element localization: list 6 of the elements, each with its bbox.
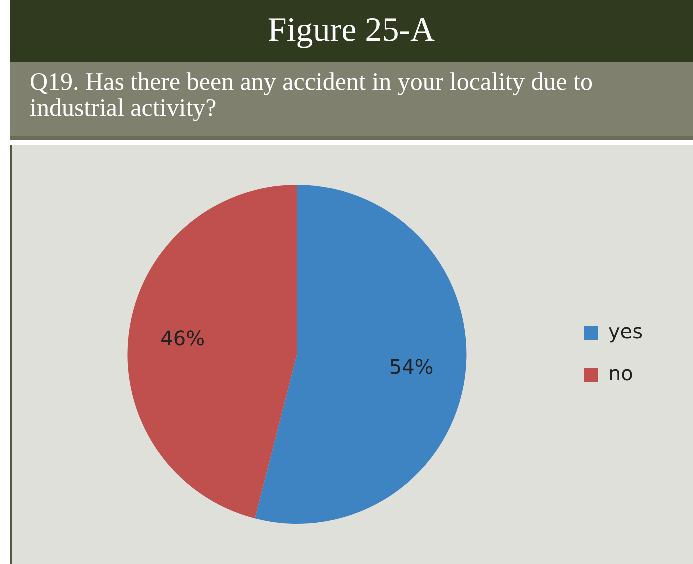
chart-title: Figure 25-A [10, 0, 693, 62]
chart-subtitle: Q19. Has there been any accident in your locality due to industrial activity? [10, 62, 693, 140]
legend-label: yes [608, 320, 643, 344]
data-label: 46% [160, 326, 206, 350]
legend-label: no [608, 362, 634, 386]
data-label: 54% [389, 355, 434, 380]
